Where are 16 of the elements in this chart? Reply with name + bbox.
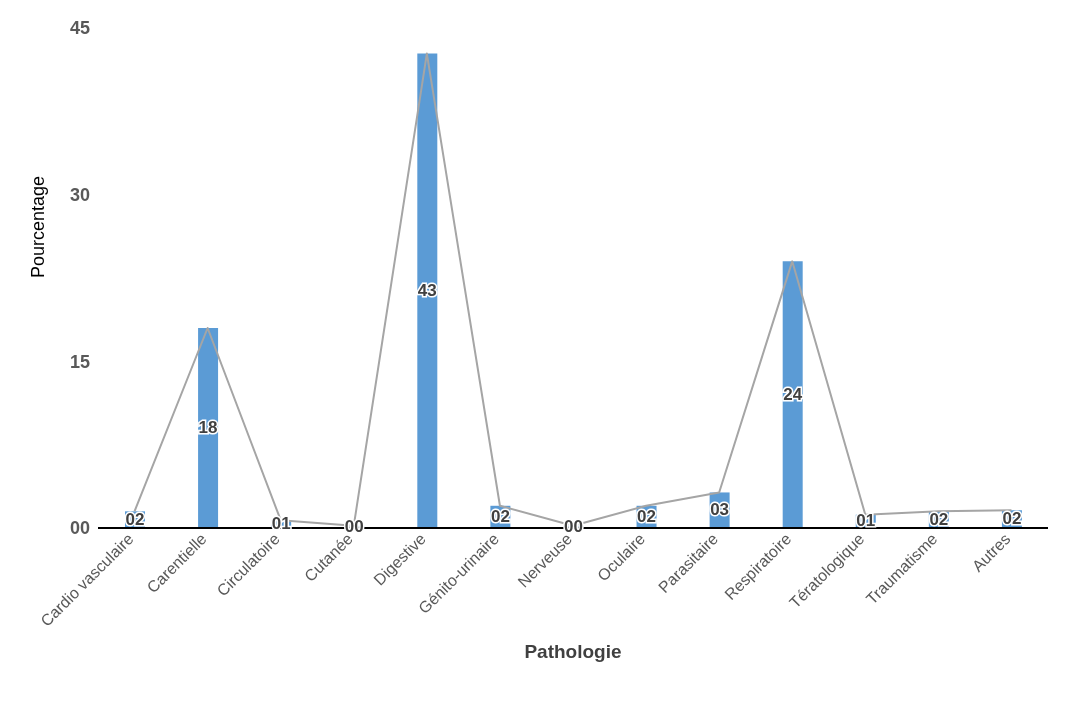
data-label: 24 (783, 384, 803, 404)
x-axis-title: Pathologie (524, 641, 622, 662)
data-label: 01 (856, 511, 876, 531)
y-tick-label: 15 (69, 351, 90, 372)
data-label: 43 (417, 280, 437, 300)
y-tick-label: 00 (69, 518, 90, 539)
data-label: 02 (490, 506, 510, 526)
y-tick-label: 45 (69, 18, 90, 39)
data-label: 02 (929, 509, 949, 529)
data-label: 02 (637, 506, 656, 526)
data-label: 02 (125, 509, 145, 529)
data-label: 03 (710, 500, 730, 520)
y-axis-title: Pourcentage (28, 175, 49, 278)
data-label: 02 (1002, 509, 1022, 529)
y-tick-label: 30 (69, 185, 90, 206)
data-label: 18 (198, 418, 218, 437)
